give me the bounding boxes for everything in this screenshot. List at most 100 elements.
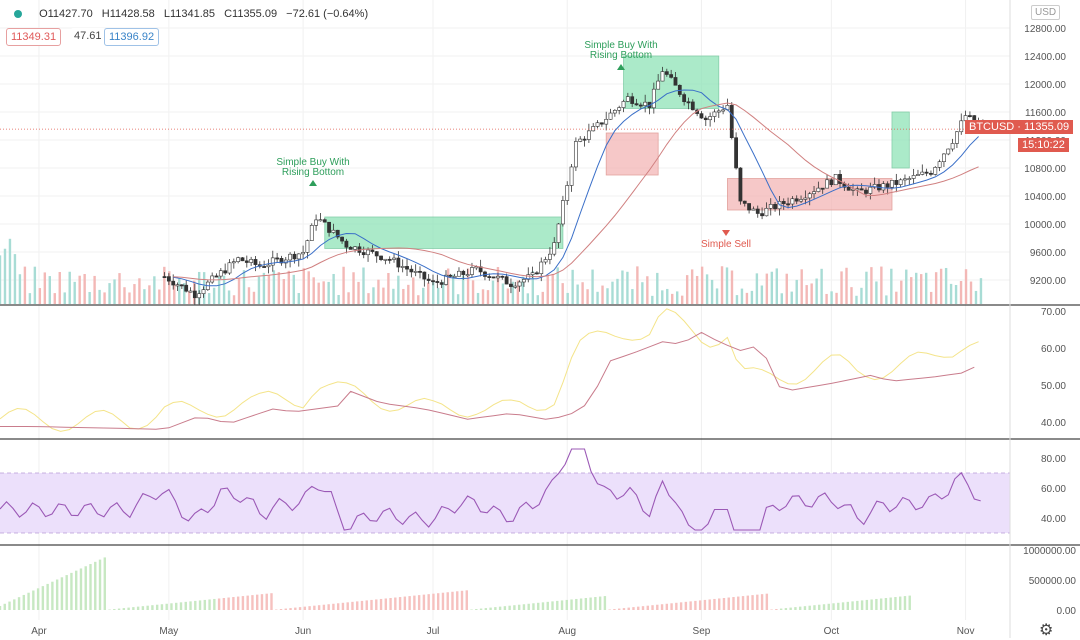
volume-bar: [840, 271, 842, 304]
volume-bar: [721, 266, 723, 304]
histogram-bar: [828, 604, 830, 610]
volume-bar: [940, 269, 942, 304]
histogram-bar: [713, 599, 715, 610]
histogram-bar: [551, 601, 553, 610]
candle-body: [618, 108, 621, 111]
signal-zone: [892, 112, 909, 168]
volume-bar: [452, 275, 454, 304]
histogram-bar: [156, 605, 158, 610]
volume-bar: [825, 294, 827, 304]
histogram-bar: [461, 591, 463, 610]
volume-bar: [527, 293, 529, 304]
volume-bar: [691, 269, 693, 304]
histogram-bar: [685, 602, 687, 610]
volume-bar: [332, 274, 334, 304]
volume-bar: [327, 282, 329, 304]
histogram-bar: [285, 609, 287, 610]
price-tick-label: 12800.00: [1024, 24, 1066, 35]
histogram-pane: [0, 557, 911, 610]
candle-body: [492, 277, 495, 278]
volume-bar: [621, 270, 623, 304]
candle-body: [219, 271, 222, 276]
candle-body: [665, 72, 668, 75]
candle-body: [799, 199, 802, 201]
candle-body: [622, 101, 625, 107]
price-tick-label: 11600.00: [1025, 108, 1066, 119]
candle-body: [942, 154, 945, 162]
candle-body: [683, 95, 686, 102]
ohlc-readout: O11427.70 H11428.58 L11341.85 C11355.09 …: [14, 8, 374, 20]
candle-body: [167, 277, 170, 282]
histogram-bar: [599, 597, 601, 610]
volume-bar: [980, 278, 982, 304]
candle-body: [289, 254, 292, 260]
rsi-tick-label: 60.00: [1041, 484, 1066, 495]
histogram-bar: [737, 597, 739, 610]
oscillator-tick-label: 40.00: [1041, 418, 1066, 429]
candle-body: [804, 198, 807, 199]
candle-body: [535, 273, 538, 274]
rsi-band: [0, 473, 1010, 533]
low-value: L11341.85: [164, 8, 215, 20]
volume-bar: [681, 296, 683, 304]
histogram-bar: [823, 604, 825, 610]
histogram-bar: [351, 602, 353, 610]
histogram-bar: [651, 605, 653, 610]
volume-bar: [138, 278, 140, 304]
currency-button[interactable]: USD: [1031, 5, 1060, 20]
volume-bar: [218, 277, 220, 304]
candle-body: [163, 277, 166, 278]
histogram-bar: [223, 598, 225, 610]
histogram-bar: [604, 596, 606, 610]
volume-bar: [308, 271, 310, 304]
candle-body: [566, 185, 569, 200]
histogram-bar: [813, 605, 815, 610]
settings-gear-icon[interactable]: ⚙: [1039, 620, 1053, 640]
histogram-bar: [866, 600, 868, 610]
histogram-bar: [208, 599, 210, 610]
histogram-bar: [699, 600, 701, 610]
volume-bar: [352, 272, 354, 304]
candle-body: [951, 143, 954, 149]
volume-bar: [676, 291, 678, 304]
histogram-bar: [85, 566, 87, 610]
histogram-bar: [161, 604, 163, 610]
volume-bar: [835, 293, 837, 304]
volume-bar: [128, 292, 130, 304]
candle-body: [938, 162, 941, 168]
candle-body: [947, 149, 950, 154]
volume-bar: [372, 287, 374, 304]
candle-body: [782, 201, 785, 203]
candle-body: [925, 172, 928, 173]
volume-bar: [611, 282, 613, 304]
candle-body: [747, 203, 750, 210]
volume-bar: [905, 270, 907, 304]
volume-bar: [845, 268, 847, 304]
histogram-bar: [418, 595, 420, 610]
histogram-bar: [8, 602, 10, 610]
volume-bar: [392, 289, 394, 304]
candle-body: [488, 276, 491, 277]
histogram-bar: [647, 606, 649, 610]
histogram-bar: [566, 600, 568, 610]
volume-bar: [935, 272, 937, 304]
histogram-bar: [32, 591, 34, 610]
candle-body: [700, 114, 703, 118]
volume-bar: [800, 269, 802, 304]
volume-bar: [188, 291, 190, 304]
histogram-bar: [242, 596, 244, 610]
volume-bar: [820, 269, 822, 304]
histogram-bar: [742, 596, 744, 610]
candle-body: [345, 241, 348, 247]
histogram-bar: [189, 601, 191, 610]
histogram-bar: [623, 608, 625, 610]
histogram-bar: [380, 599, 382, 610]
time-tick-label: Jun: [295, 626, 311, 637]
volume-bar: [342, 267, 344, 304]
histogram-bar: [132, 607, 134, 610]
histogram-bar: [142, 606, 144, 610]
histogram-bar: [832, 603, 834, 610]
volume-bar: [875, 281, 877, 304]
